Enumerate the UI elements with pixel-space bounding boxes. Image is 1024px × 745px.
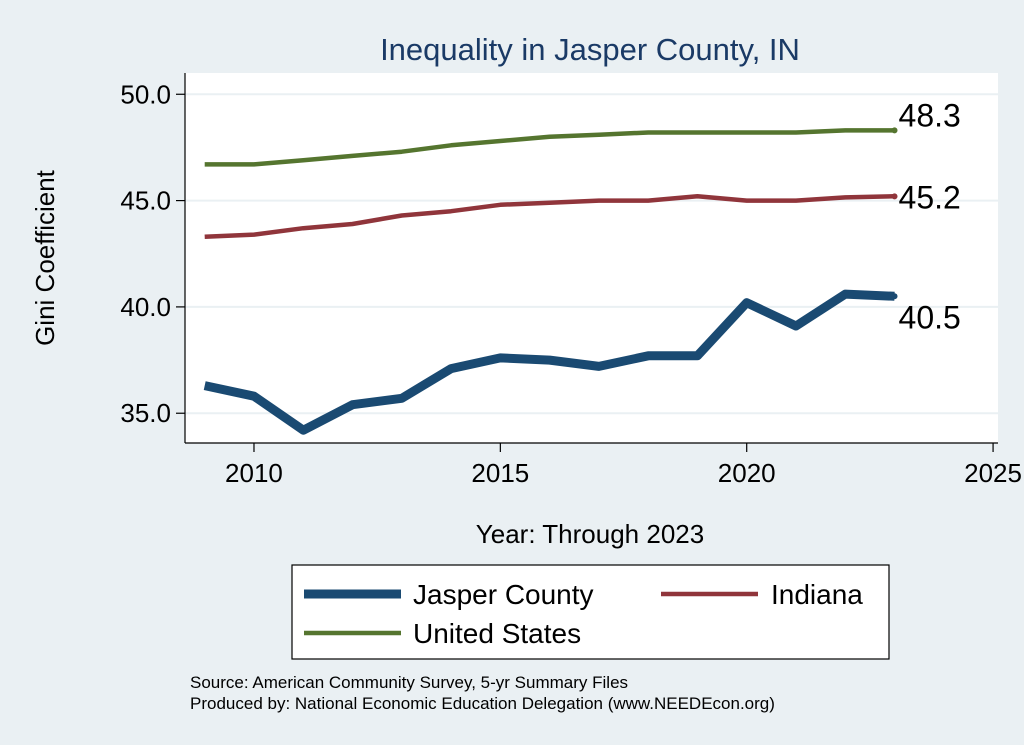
x-ticks: 2010 2015 2020 2025 bbox=[225, 443, 1022, 488]
series-line-indiana bbox=[204, 194, 895, 239]
y-axis-label: Gini Coefficient bbox=[30, 169, 60, 346]
y-tick-label: 45.0 bbox=[120, 186, 171, 216]
legend: Jasper County Indiana United States bbox=[291, 564, 890, 660]
end-labels: 40.5 45.2 48.3 bbox=[899, 97, 961, 335]
end-label-us: 48.3 bbox=[899, 97, 961, 133]
end-label-jasper: 40.5 bbox=[899, 299, 961, 335]
series-lines bbox=[203, 127, 898, 435]
x-tick-label: 2010 bbox=[225, 458, 283, 488]
legend-label-us: United States bbox=[413, 618, 581, 649]
x-tick-label: 2025 bbox=[964, 458, 1022, 488]
x-tick-label: 2020 bbox=[718, 458, 776, 488]
end-point-jasper bbox=[891, 293, 898, 300]
legend-label-jasper: Jasper County bbox=[413, 579, 594, 610]
series-line-jasper bbox=[203, 289, 895, 435]
end-point-us bbox=[891, 127, 898, 134]
y-ticks: 35.0 40.0 45.0 50.0 bbox=[120, 79, 185, 428]
legend-box bbox=[291, 564, 890, 660]
y-tick-label: 40.0 bbox=[120, 292, 171, 322]
legend-label-indiana: Indiana bbox=[771, 579, 863, 610]
x-tick-label: 2015 bbox=[471, 458, 529, 488]
y-tick-label: 35.0 bbox=[120, 398, 171, 428]
chart-title: Inequality in Jasper County, IN bbox=[380, 32, 800, 67]
y-tick-label: 50.0 bbox=[120, 79, 171, 109]
end-point-indiana bbox=[891, 193, 898, 200]
series-line-us bbox=[204, 128, 895, 167]
x-axis-label: Year: Through 2023 bbox=[476, 519, 704, 549]
footer-produced-by: Produced by: National Economic Education… bbox=[190, 694, 775, 713]
end-label-indiana: 45.2 bbox=[899, 179, 961, 215]
footer-source: Source: American Community Survey, 5-yr … bbox=[190, 673, 628, 692]
